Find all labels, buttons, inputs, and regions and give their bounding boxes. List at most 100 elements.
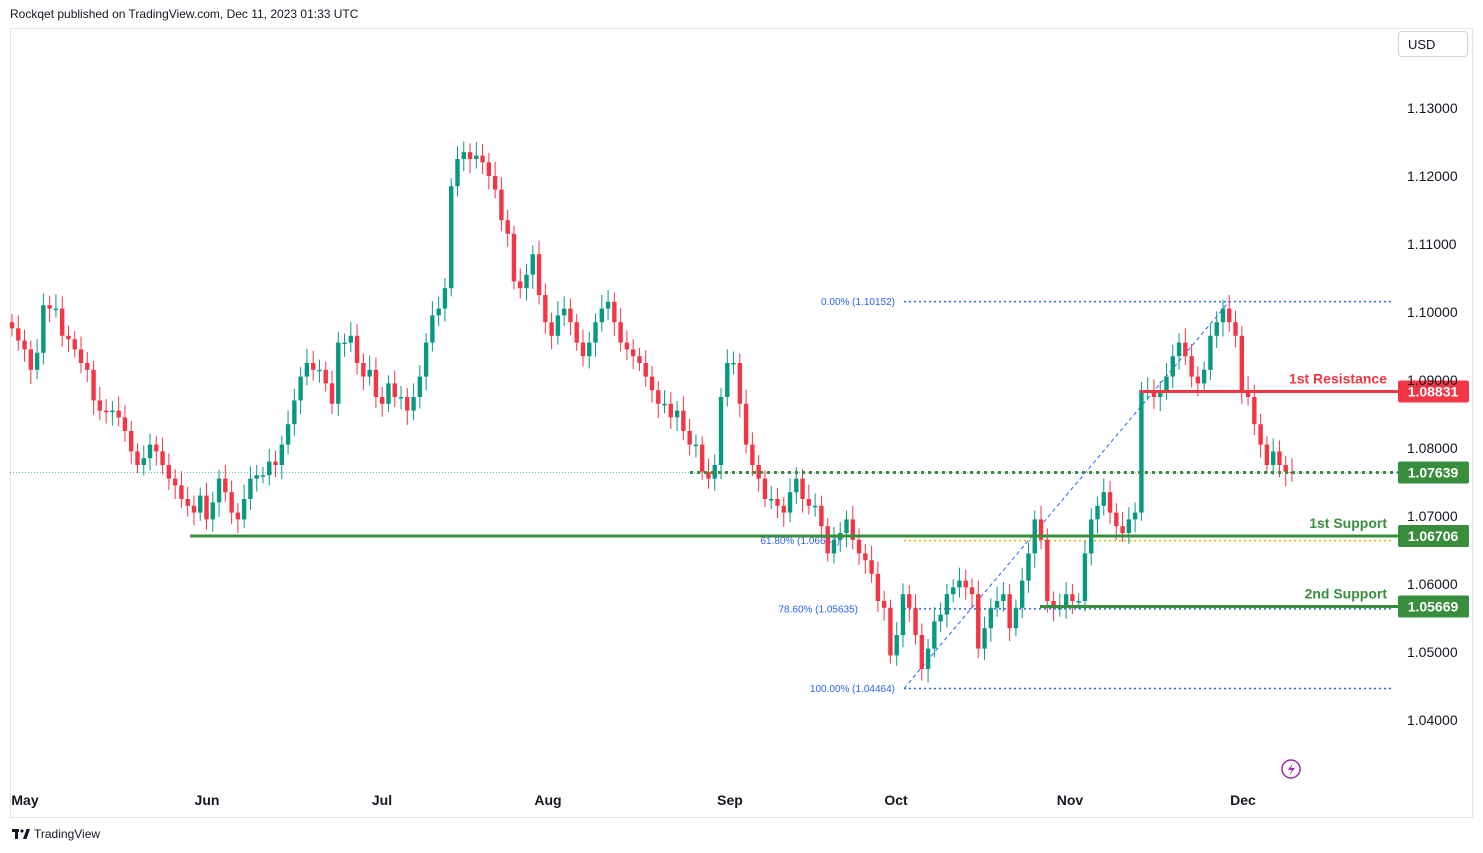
candle-body [386,383,391,404]
level-price-tag [1398,380,1469,403]
candle-body [706,471,711,479]
candle-body [869,560,874,574]
candle-body [354,335,360,363]
candle-body [348,335,354,343]
candle-body [530,254,535,275]
candle-body [367,369,372,377]
candle-body [593,322,598,343]
candle-body [1227,308,1232,323]
candle-body [1038,519,1044,540]
candle-body [1264,444,1270,465]
candle-body [1101,492,1106,506]
candle-body [932,621,937,649]
alert-icon[interactable] [1281,759,1301,779]
candle-body [881,601,887,608]
candle-body [1139,390,1144,513]
candle-body [656,390,661,404]
candle-body [1114,512,1119,527]
candle-body [122,417,128,431]
time-tick-label: Jul [372,792,392,808]
candle-body [1220,308,1226,323]
candle-body [844,519,849,533]
level-price-tag [1398,595,1469,618]
candle-body [1214,322,1219,336]
candle-body [725,363,730,397]
candle-body [216,478,222,503]
candle-body [1007,594,1012,629]
candle-body [1170,356,1175,377]
candle-body [129,431,134,452]
candle-body [241,499,247,520]
candle-body [47,305,52,309]
candle-body [1151,390,1157,397]
candle-body [1201,369,1207,384]
current-price-tag [1398,461,1469,484]
candle-body [549,322,554,336]
candle-body [392,383,397,397]
candle-body [913,607,918,635]
candle-body [1283,465,1288,472]
candle-body [430,315,435,343]
candle-body [467,152,473,159]
price-tick-label: 1.08000 [1407,440,1458,456]
candle-body [957,580,962,588]
candle-body [480,155,485,163]
candle-body [693,444,699,447]
candle-body [605,301,611,309]
candle-body [405,397,410,411]
candle-body [223,478,228,493]
candle-body [900,594,906,635]
candle-body [863,553,868,561]
candle-body [988,607,994,629]
candle-body [147,444,153,459]
candle-body [875,573,881,601]
level-name-label: 2nd Support [1305,586,1388,602]
candle-body [1158,390,1163,397]
candle-body [976,594,981,649]
candle-body [1076,601,1081,603]
candle-body [229,492,234,513]
candle-body [756,465,761,479]
support-resistance-levels[interactable]: 1st Resistance 1.08831 1st Support 1.06706 2… [190,370,1469,618]
candle-body [1063,594,1069,608]
candle-body [1126,519,1132,533]
footer-brand[interactable]: TradingView [12,827,100,841]
time-tick-label: Aug [534,792,561,808]
candle-body [273,461,278,465]
time-tick-label: Sep [717,792,743,808]
candle-body [486,162,492,176]
price-axis[interactable]: 1.13000 1.12000 1.11000 1.10000 1.09000 1.080… [1407,100,1458,728]
candle-body [103,410,109,413]
candle-body [179,485,184,499]
candle-body [91,369,96,401]
candle-body [66,335,71,340]
candle-body [511,233,517,282]
candle-body [1107,492,1113,513]
candle-body [474,155,479,159]
time-axis[interactable]: May Jun Jul Aug Sep Oct Nov Dec [11,792,1256,808]
price-tick-label: 1.04000 [1407,712,1458,728]
candle-body [59,308,65,336]
candle-body [574,322,579,343]
tradingview-logo-icon [12,829,30,839]
candle-body [154,444,159,452]
candle-body [561,308,567,316]
candle-body [34,352,40,370]
candle-body [555,315,561,336]
candle-body [505,220,510,234]
candle-body [260,475,266,477]
price-tick-label: 1.11000 [1407,236,1457,252]
candle-body [536,254,542,295]
candle-body [461,152,466,159]
price-tick-label: 1.09000 [1407,372,1458,388]
candle-body [279,444,285,465]
currency-button[interactable]: USD [1398,31,1468,57]
fibonacci-retracement[interactable]: 0.00% (1.10152) 61.80% (1.06637) 78.60% (1… [760,297,1392,695]
candle-body [78,349,84,363]
candle-body [292,400,297,425]
candle-body [254,475,259,479]
candle-body [1095,505,1100,520]
candle-body [455,159,460,187]
candle-body [411,397,416,411]
